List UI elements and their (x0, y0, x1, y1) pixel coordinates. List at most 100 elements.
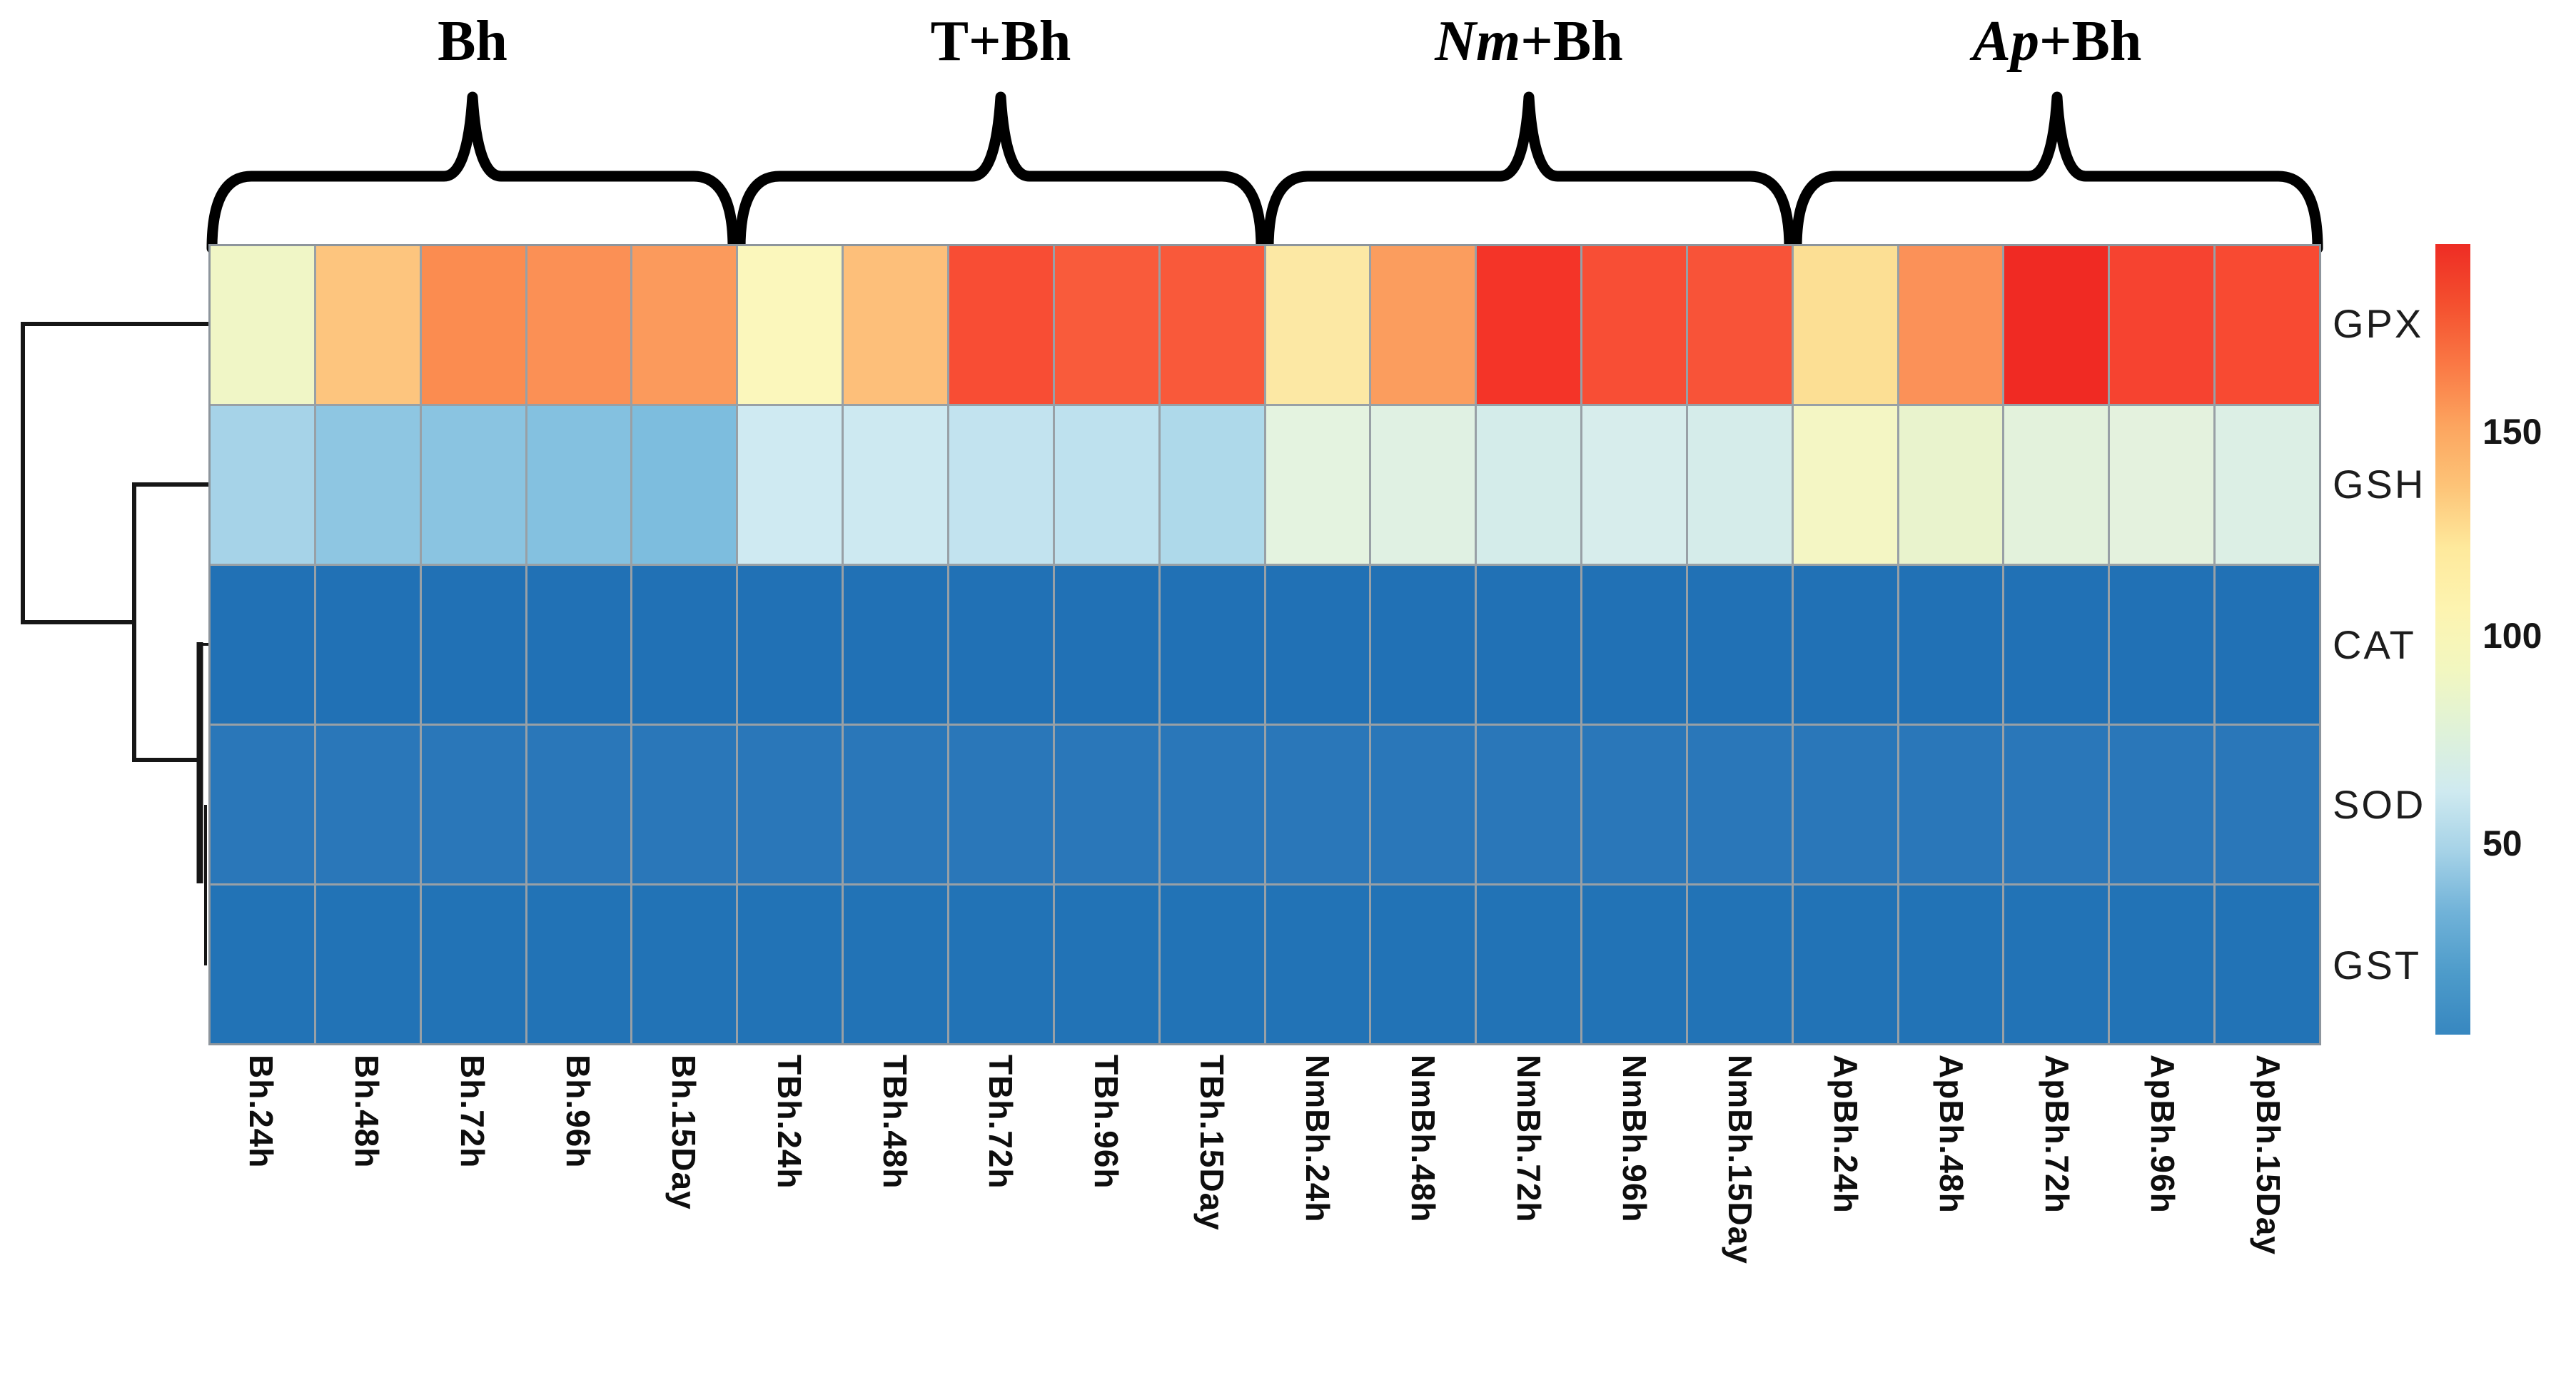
heatmap-cell-GPX-ApBh.15Day (2216, 246, 2319, 404)
x-label-NmBh.96h: NmBh.96h (1616, 1055, 1653, 1223)
heatmap-cell-SOD-TBh.96h (1054, 726, 1158, 883)
heatmap-cell-GSH-TBh.72h (949, 406, 1053, 564)
heatmap-cell-GSH-NmBh.72h (1477, 406, 1581, 564)
colorbar-tick-50: 50 (2482, 823, 2522, 863)
heatmap-cell-GSH-ApBh.72h (2004, 406, 2108, 564)
heatmap-cell-CAT-ApBh.48h (1899, 566, 2003, 724)
row-dendrogram (21, 322, 208, 965)
heatmap-cell-GSH-TBh.15Day (1160, 406, 1264, 564)
heatmap-cell-SOD-NmBh.72h (1477, 726, 1581, 883)
heatmap-cell-SOD-TBh.24h (738, 726, 842, 883)
heatmap-cell-SOD-ApBh.15Day (2216, 726, 2319, 883)
x-label-TBh.96h: TBh.96h (1088, 1055, 1125, 1189)
heatmap-cell-GPX-NmBh.48h (1371, 246, 1475, 404)
heatmap-cell-GSH-ApBh.96h (2110, 406, 2214, 564)
heatmap-cell-GST-Bh.48h (315, 886, 420, 1043)
colorbar-tick-100: 100 (2482, 616, 2542, 656)
heatmap-cell-CAT-Bh.15Day (632, 566, 737, 724)
heatmap-cell-GPX-TBh.72h (949, 246, 1053, 404)
x-label-NmBh.48h: NmBh.48h (1405, 1055, 1442, 1223)
heatmap-cell-GSH-ApBh.24h (1793, 406, 1897, 564)
heatmap-cell-GSH-Bh.72h (421, 406, 525, 564)
heatmap-cell-GPX-Bh.48h (315, 246, 420, 404)
x-label-NmBh.15Day: NmBh.15Day (1722, 1055, 1759, 1264)
heatmap-cell-GST-Bh.24h (211, 886, 314, 1043)
x-label-TBh.72h: TBh.72h (982, 1055, 1019, 1189)
group-braces (206, 91, 2323, 254)
heatmap-cell-SOD-Bh.96h (527, 726, 631, 883)
heatmap-cell-GST-TBh.24h (738, 886, 842, 1043)
heatmap-cell-GPX-NmBh.15Day (1687, 246, 1792, 404)
heatmap-cell-SOD-Bh.48h (315, 726, 420, 883)
heatmap-cell-CAT-ApBh.24h (1793, 566, 1897, 724)
heatmap-cell-GSH-NmBh.24h (1266, 406, 1370, 564)
heatmap-cell-CAT-NmBh.96h (1582, 566, 1686, 724)
heatmap-cell-GSH-TBh.96h (1054, 406, 1158, 564)
x-label-ApBh.48h: ApBh.48h (1933, 1055, 1970, 1214)
x-label-ApBh.96h: ApBh.96h (2144, 1055, 2181, 1214)
heatmap-cell-GSH-Bh.48h (315, 406, 420, 564)
row-label-GSH: GSH (2333, 461, 2426, 507)
group-brace-T+Bh (734, 91, 1267, 254)
heatmap-cell-GST-Bh.15Day (632, 886, 737, 1043)
heatmap-cell-CAT-TBh.72h (949, 566, 1053, 724)
heatmap-cell-GSH-Bh.24h (211, 406, 314, 564)
group-label-plain-part: +Bh (1520, 10, 1623, 73)
x-label-ApBh.72h: ApBh.72h (2039, 1055, 2076, 1214)
group-label-plain-part: Bh (438, 10, 507, 73)
x-label-Bh.72h: Bh.72h (454, 1055, 491, 1169)
colorbar-gradient (2435, 244, 2470, 1035)
heatmap-cell-GPX-NmBh.72h (1477, 246, 1581, 404)
heatmap-cell-GST-NmBh.48h (1371, 886, 1475, 1043)
row-label-GPX: GPX (2333, 301, 2424, 347)
heatmap-cell-SOD-NmBh.24h (1266, 726, 1370, 883)
heatmap-cell-GSH-NmBh.15Day (1687, 406, 1792, 564)
heatmap-cell-SOD-TBh.15Day (1160, 726, 1264, 883)
heatmap-cell-GPX-NmBh.96h (1582, 246, 1686, 404)
x-label-ApBh.24h: ApBh.24h (1827, 1055, 1864, 1214)
heatmap-cell-GPX-ApBh.24h (1793, 246, 1897, 404)
heatmap-cell-GST-TBh.96h (1054, 886, 1158, 1043)
heatmap-cell-SOD-TBh.72h (949, 726, 1053, 883)
x-label-TBh.24h: TBh.24h (771, 1055, 808, 1189)
heatmap-cell-GST-ApBh.72h (2004, 886, 2108, 1043)
heatmap-cell-GSH-Bh.96h (527, 406, 631, 564)
x-label-NmBh.24h: NmBh.24h (1299, 1055, 1336, 1223)
heatmap-cell-GST-TBh.72h (949, 886, 1053, 1043)
heatmap-cell-CAT-NmBh.15Day (1687, 566, 1792, 724)
heatmap-cell-CAT-Bh.72h (421, 566, 525, 724)
heatmap-cell-GPX-ApBh.48h (1899, 246, 2003, 404)
heatmap-cell-CAT-Bh.48h (315, 566, 420, 724)
heatmap-cell-SOD-Bh.72h (421, 726, 525, 883)
x-label-Bh.96h: Bh.96h (560, 1055, 597, 1169)
x-label-TBh.15Day: TBh.15Day (1193, 1055, 1231, 1231)
heatmap-cell-GPX-TBh.15Day (1160, 246, 1264, 404)
heatmap-cell-SOD-Bh.15Day (632, 726, 737, 883)
heatmap-cell-CAT-Bh.96h (527, 566, 631, 724)
heatmap-cell-GPX-TBh.48h (844, 246, 947, 404)
x-label-Bh.15Day: Bh.15Day (665, 1055, 702, 1210)
heatmap-cell-GST-TBh.15Day (1160, 886, 1264, 1043)
group-label-T+Bh: T+Bh (701, 6, 1300, 77)
group-label-Ap+Bh: Ap+Bh (1757, 6, 2357, 77)
group-label-Bh: Bh (173, 6, 772, 77)
group-brace-Bh (206, 91, 739, 254)
heatmap-cell-SOD-Bh.24h (211, 726, 314, 883)
heatmap-cell-GST-NmBh.96h (1582, 886, 1686, 1043)
heatmap-cell-SOD-NmBh.48h (1371, 726, 1475, 883)
heatmap-cell-GST-TBh.48h (844, 886, 947, 1043)
x-label-NmBh.72h: NmBh.72h (1510, 1055, 1547, 1223)
heatmap-cell-SOD-TBh.48h (844, 726, 947, 883)
x-label-TBh.48h: TBh.48h (877, 1055, 914, 1189)
heatmap-cell-CAT-ApBh.15Day (2216, 566, 2319, 724)
heatmap-cell-GPX-TBh.96h (1054, 246, 1158, 404)
heatmap-cell-GSH-ApBh.15Day (2216, 406, 2319, 564)
group-label-italic-part: Ap (1972, 10, 2039, 73)
heatmap-cell-GSH-NmBh.48h (1371, 406, 1475, 564)
group-label-plain-part: +Bh (2039, 10, 2142, 73)
heatmap-cell-GST-NmBh.15Day (1687, 886, 1792, 1043)
heatmap-cell-GST-ApBh.96h (2110, 886, 2214, 1043)
heatmap-cell-SOD-ApBh.24h (1793, 726, 1897, 883)
heatmap-cell-GPX-Bh.15Day (632, 246, 737, 404)
